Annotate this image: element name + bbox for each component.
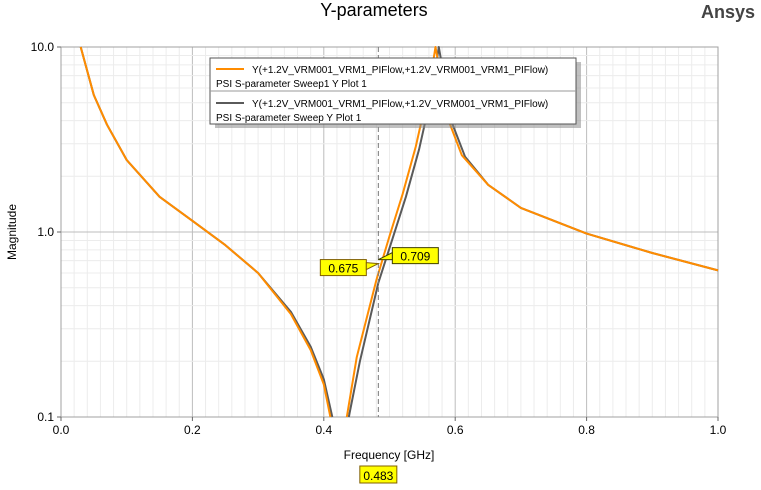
legend-label-1: Y(+1.2V_VRM001_VRM1_PIFlow,+1.2V_VRM001_…: [252, 65, 548, 76]
x-tick-label: 0.2: [184, 423, 201, 437]
marker-tag-2[interactable]: 0.709: [378, 247, 439, 265]
y-tick-label: 10.0: [31, 40, 55, 54]
x-tick-label: 1.0: [710, 423, 727, 437]
y-tick-label: 1.0: [37, 225, 54, 239]
x-tick-label: 0.8: [578, 423, 595, 437]
marker-value-2: 0.709: [400, 250, 430, 264]
marker-tag-1[interactable]: 0.675: [319, 259, 381, 277]
legend[interactable]: Y(+1.2V_VRM001_VRM1_PIFlow,+1.2V_VRM001_…: [209, 57, 581, 128]
y-axis: 10.0 1.0 0.1: [31, 40, 61, 424]
series-layer: [79, 46, 719, 418]
x-axis-label: Frequency [GHz]: [344, 448, 435, 462]
legend-sublabel-1: PSI S-parameter Sweep1 Y Plot 1: [216, 79, 367, 90]
x-tick-label: 0.0: [53, 423, 70, 437]
series-line-1: [79, 46, 719, 418]
legend-label-2: Y(+1.2V_VRM001_VRM1_PIFlow,+1.2V_VRM001_…: [252, 99, 548, 110]
chart-title: Y-parameters: [320, 0, 427, 20]
y-axis-label: Magnitude: [5, 204, 19, 260]
legend-item-1: Y(+1.2V_VRM001_VRM1_PIFlow,+1.2V_VRM001_…: [216, 65, 548, 90]
x-tick-label: 0.4: [315, 423, 332, 437]
marker-x-tag[interactable]: 0.483: [359, 465, 398, 484]
legend-item-2: Y(+1.2V_VRM001_VRM1_PIFlow,+1.2V_VRM001_…: [216, 99, 548, 124]
x-axis: 0.0 0.2 0.4 0.6 0.8 1.0: [53, 417, 727, 437]
marker-x-value: 0.483: [363, 469, 393, 483]
y-tick-label: 0.1: [37, 410, 54, 424]
x-tick-label: 0.6: [447, 423, 464, 437]
marker-value-1: 0.675: [328, 262, 358, 276]
legend-sublabel-2: PSI S-parameter Sweep Y Plot 1: [216, 113, 362, 124]
brand-logo: Ansys: [701, 2, 755, 22]
